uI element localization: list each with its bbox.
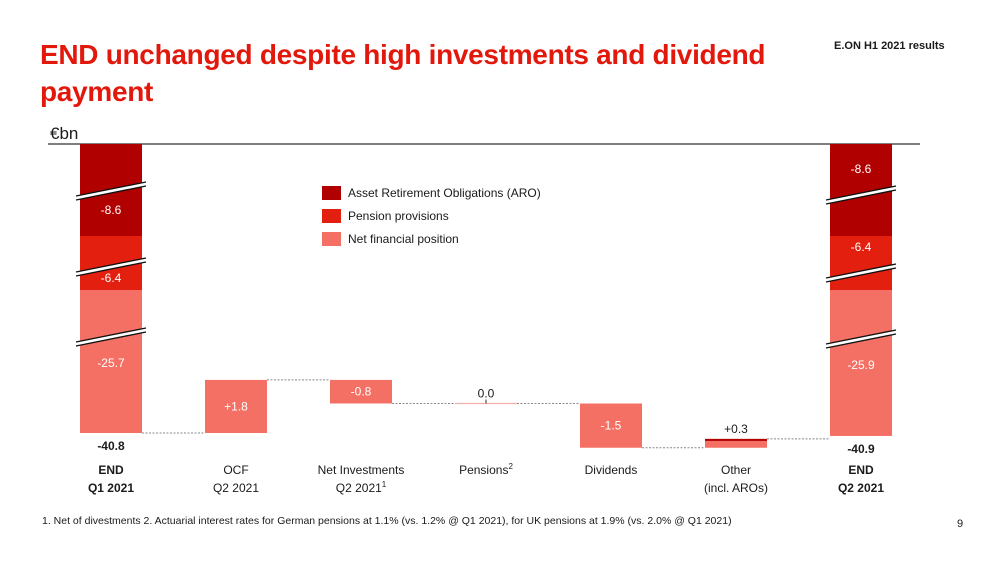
footnote-ref: 1 — [382, 480, 387, 489]
axis-break-line — [75, 257, 147, 273]
delta-value-label: -1.5 — [601, 419, 622, 433]
axis-break-line — [825, 333, 897, 349]
axis-break-gap — [76, 182, 146, 200]
page-number: 9 — [957, 518, 964, 530]
footnote-ref: 2 — [508, 462, 513, 471]
unit-label: €bn — [50, 124, 79, 143]
axis-break-gap — [826, 186, 896, 204]
axis-break-line — [75, 327, 147, 343]
delta-value-label: +1.8 — [224, 399, 248, 413]
axis-break-line — [825, 185, 897, 201]
delta-bar — [580, 403, 642, 448]
total-value-label: -40.8 — [97, 439, 125, 453]
category-label-line2: Q2 20211 — [336, 480, 387, 495]
category-label: Other — [721, 463, 751, 477]
axis-break-line — [825, 329, 897, 345]
category-label: END — [848, 463, 874, 477]
category-label-line2: Q2 2021 — [838, 481, 884, 495]
category-label: END — [98, 463, 124, 477]
axis-break-line — [75, 181, 147, 197]
axis-break-line — [825, 267, 897, 283]
category-label-text: Net Investments — [318, 463, 405, 477]
legend-label: Asset Retirement Obligations (ARO) — [348, 186, 541, 200]
axis-break-line — [75, 185, 147, 201]
category-label-line2: Q2 2021 — [213, 481, 259, 495]
delta-value-label: -0.8 — [351, 385, 372, 399]
category-label: Net Investments — [318, 463, 405, 477]
axis-break-line — [75, 331, 147, 347]
category-label-text: Q1 2021 — [88, 481, 134, 495]
segment-value-label: -25.7 — [97, 356, 125, 370]
category-label-text: END — [98, 463, 124, 477]
delta-bar — [330, 379, 392, 404]
category-label-text: Q2 2021 — [213, 481, 259, 495]
axis-break-line — [825, 263, 897, 279]
axis-break-gap — [826, 330, 896, 348]
legend-swatch-net-financial — [322, 232, 341, 246]
delta-bar — [705, 438, 767, 448]
category-label-text: (incl. AROs) — [704, 481, 768, 495]
segment-value-label: -6.4 — [101, 271, 122, 285]
segment-value-label: -6.4 — [851, 240, 872, 254]
category-label-text: Dividends — [585, 463, 638, 477]
report-brand-label: E.ON H1 2021 results — [834, 40, 945, 52]
delta-bar-aro-part — [705, 438, 767, 441]
bar-segment-net-financial — [80, 290, 142, 433]
legend-label: Net financial position — [348, 232, 459, 246]
footnote: 1. Net of divestments 2. Actuarial inter… — [42, 515, 732, 527]
category-label: Pensions2 — [459, 462, 513, 477]
segment-value-label: -8.6 — [101, 203, 122, 217]
delta-value-label: +0.3 — [724, 422, 748, 436]
legend-swatch-pension — [322, 209, 341, 223]
category-label: Dividends — [585, 463, 638, 477]
axis-break-line — [75, 261, 147, 277]
category-label-line2: (incl. AROs) — [704, 481, 768, 495]
category-label: OCF — [223, 463, 248, 477]
category-label-text: Pensions — [459, 463, 508, 477]
axis-break-gap — [76, 258, 146, 276]
category-label-text: OCF — [223, 463, 248, 477]
segment-value-label: -8.6 — [851, 162, 872, 176]
axis-break-line — [825, 189, 897, 205]
category-label-text: END — [848, 463, 874, 477]
bar-segment-net-financial — [830, 290, 892, 436]
axis-break-gap — [826, 264, 896, 282]
delta-bar — [205, 379, 267, 433]
total-value-label: -40.9 — [847, 442, 875, 456]
bar-segment-pension — [830, 236, 892, 290]
category-label-text: Other — [721, 463, 751, 477]
category-label-line2: Q1 2021 — [88, 481, 134, 495]
category-label-text: Q2 2021 — [336, 481, 382, 495]
legend-swatch-aro — [322, 186, 341, 200]
category-label-text: Q2 2021 — [838, 481, 884, 495]
delta-value-label: 0.0 — [478, 387, 495, 401]
legend-label: Pension provisions — [348, 209, 449, 223]
segment-value-label: -25.9 — [847, 358, 875, 372]
axis-break-gap — [76, 328, 146, 346]
page-title: END unchanged despite high investments a… — [40, 39, 766, 107]
